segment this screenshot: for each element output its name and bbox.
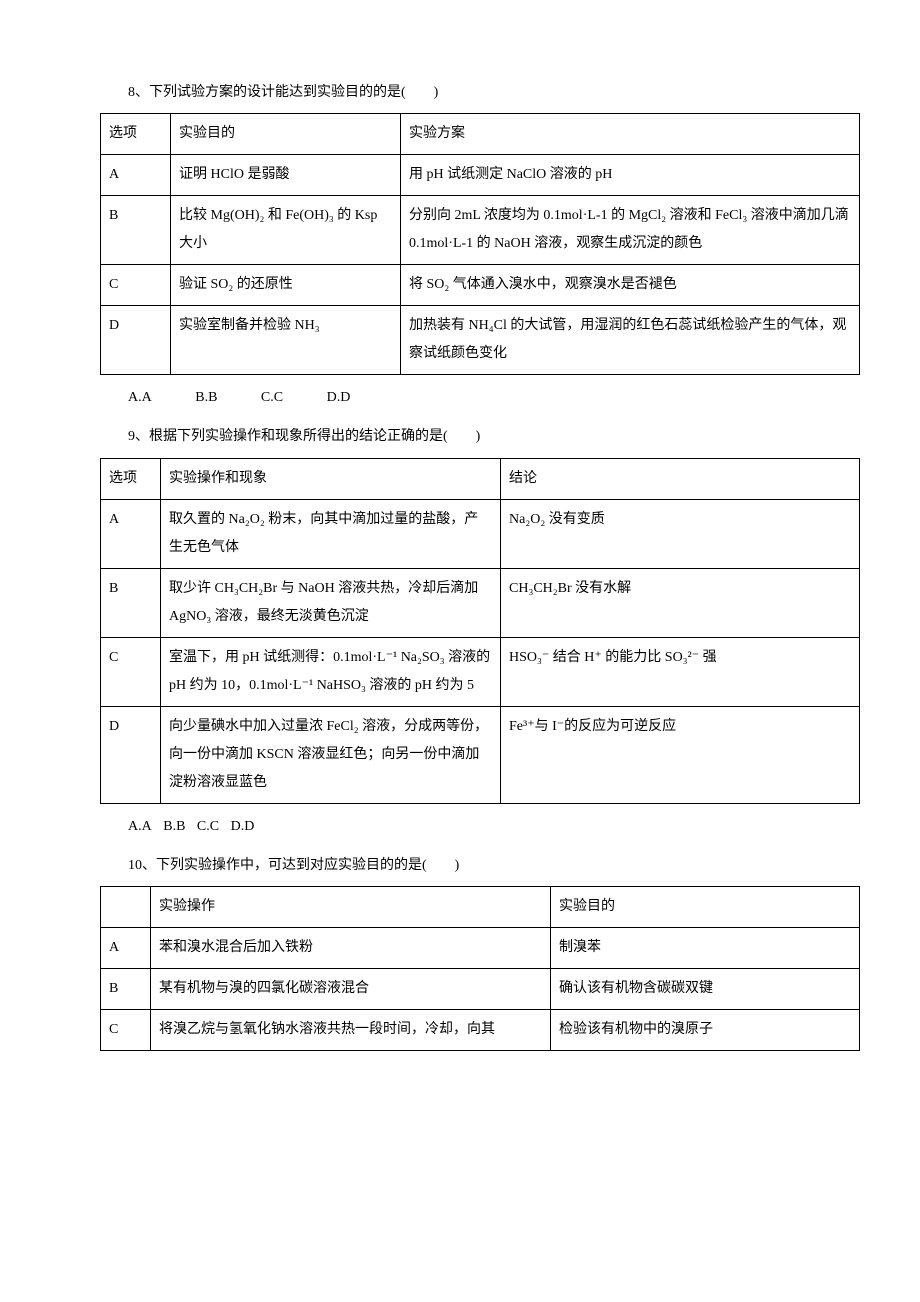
- q9-header-opt: 选项: [101, 458, 161, 499]
- cell-op: 将溴乙烷与氢氧化钠水溶液共热一段时间，冷却，向其: [151, 1009, 551, 1050]
- cell-conc: CH₃CH₂Br 没有水解: [501, 568, 860, 637]
- table-header-row: 选项 实验目的 实验方案: [101, 114, 860, 155]
- cell-opt: B: [101, 568, 161, 637]
- cell-opt: D: [101, 306, 171, 375]
- q8-table: 选项 实验目的 实验方案 A 证明 HClO 是弱酸 用 pH 试纸测定 NaC…: [100, 113, 860, 375]
- cell-opt: B: [101, 968, 151, 1009]
- q10-header-purpose: 实验目的: [551, 886, 860, 927]
- q9-header-conc: 结论: [501, 458, 860, 499]
- q9-opt-b: B.B: [163, 819, 185, 834]
- q9-table: 选项 实验操作和现象 结论 A 取久置的 Na₂O₂ 粉末，向其中滴加过量的盐酸…: [100, 458, 860, 804]
- cell-op: 取少许 CH₃CH₂Br 与 NaOH 溶液共热，冷却后滴加 AgNO₃ 溶液，…: [161, 568, 501, 637]
- q10-header-opt: [101, 886, 151, 927]
- cell-purpose: 验证 SO₂ 的还原性: [171, 265, 401, 306]
- q10-prompt: 10、下列实验操作中，可达到对应实验目的的是( ): [100, 853, 860, 878]
- q8-header-opt: 选项: [101, 114, 171, 155]
- table-row: D 实验室制备并检验 NH₃ 加热装有 NH₄Cl 的大试管，用湿润的红色石蕊试…: [101, 306, 860, 375]
- cell-op: 苯和溴水混合后加入铁粉: [151, 927, 551, 968]
- q8-header-plan: 实验方案: [401, 114, 860, 155]
- cell-op: 向少量碘水中加入过量浓 FeCl₂ 溶液，分成两等份，向一份中滴加 KSCN 溶…: [161, 706, 501, 803]
- q9-prompt: 9、根据下列实验操作和现象所得出的结论正确的是( ): [100, 424, 860, 449]
- q9-header-op: 实验操作和现象: [161, 458, 501, 499]
- table-header-row: 选项 实验操作和现象 结论: [101, 458, 860, 499]
- cell-purpose: 比较 Mg(OH)₂ 和 Fe(OH)₃ 的 Ksp 大小: [171, 196, 401, 265]
- cell-plan: 用 pH 试纸测定 NaClO 溶液的 pH: [401, 155, 860, 196]
- cell-opt: D: [101, 706, 161, 803]
- cell-purpose: 实验室制备并检验 NH₃: [171, 306, 401, 375]
- q8-options: A.A B.B C.C D.D: [100, 385, 860, 410]
- cell-purpose: 制溴苯: [551, 927, 860, 968]
- table-row: B 取少许 CH₃CH₂Br 与 NaOH 溶液共热，冷却后滴加 AgNO₃ 溶…: [101, 568, 860, 637]
- cell-opt: C: [101, 265, 171, 306]
- cell-opt: B: [101, 196, 171, 265]
- cell-opt: A: [101, 155, 171, 196]
- cell-opt: C: [101, 1009, 151, 1050]
- cell-op: 取久置的 Na₂O₂ 粉末，向其中滴加过量的盐酸，产生无色气体: [161, 499, 501, 568]
- cell-op: 某有机物与溴的四氯化碳溶液混合: [151, 968, 551, 1009]
- q8-header-purpose: 实验目的: [171, 114, 401, 155]
- table-row: C 验证 SO₂ 的还原性 将 SO₂ 气体通入溴水中，观察溴水是否褪色: [101, 265, 860, 306]
- q9-opt-c: C.C: [197, 819, 219, 834]
- cell-purpose: 证明 HClO 是弱酸: [171, 155, 401, 196]
- cell-purpose: 检验该有机物中的溴原子: [551, 1009, 860, 1050]
- q8-opt-d: D.D: [327, 390, 351, 405]
- cell-purpose: 确认该有机物含碳碳双键: [551, 968, 860, 1009]
- q10-table: 实验操作 实验目的 A 苯和溴水混合后加入铁粉 制溴苯 B 某有机物与溴的四氯化…: [100, 886, 860, 1051]
- q10-header-op: 实验操作: [151, 886, 551, 927]
- q8-opt-b: B.B: [195, 390, 217, 405]
- cell-conc: Fe³⁺与 I⁻的反应为可逆反应: [501, 706, 860, 803]
- table-header-row: 实验操作 实验目的: [101, 886, 860, 927]
- table-row: B 比较 Mg(OH)₂ 和 Fe(OH)₃ 的 Ksp 大小 分别向 2mL …: [101, 196, 860, 265]
- table-row: B 某有机物与溴的四氯化碳溶液混合 确认该有机物含碳碳双键: [101, 968, 860, 1009]
- cell-opt: C: [101, 637, 161, 706]
- cell-op: 室温下，用 pH 试纸测得：0.1mol·L⁻¹ Na₂SO₃ 溶液的 pH 约…: [161, 637, 501, 706]
- cell-opt: A: [101, 499, 161, 568]
- table-row: C 室温下，用 pH 试纸测得：0.1mol·L⁻¹ Na₂SO₃ 溶液的 pH…: [101, 637, 860, 706]
- table-row: A 苯和溴水混合后加入铁粉 制溴苯: [101, 927, 860, 968]
- q9-options: A.A B.B C.C D.D: [100, 814, 860, 839]
- cell-plan: 将 SO₂ 气体通入溴水中，观察溴水是否褪色: [401, 265, 860, 306]
- q9-opt-d: D.D: [231, 819, 255, 834]
- q8-opt-a: A.A: [128, 390, 152, 405]
- table-row: A 证明 HClO 是弱酸 用 pH 试纸测定 NaClO 溶液的 pH: [101, 155, 860, 196]
- q8-opt-c: C.C: [261, 390, 283, 405]
- q8-prompt: 8、下列试验方案的设计能达到实验目的的是( ): [100, 80, 860, 105]
- cell-conc: HSO₃⁻ 结合 H⁺ 的能力比 SO₃²⁻ 强: [501, 637, 860, 706]
- cell-conc: Na₂O₂ 没有变质: [501, 499, 860, 568]
- table-row: A 取久置的 Na₂O₂ 粉末，向其中滴加过量的盐酸，产生无色气体 Na₂O₂ …: [101, 499, 860, 568]
- table-row: D 向少量碘水中加入过量浓 FeCl₂ 溶液，分成两等份，向一份中滴加 KSCN…: [101, 706, 860, 803]
- cell-plan: 分别向 2mL 浓度均为 0.1mol·L-1 的 MgCl₂ 溶液和 FeCl…: [401, 196, 860, 265]
- table-row: C 将溴乙烷与氢氧化钠水溶液共热一段时间，冷却，向其 检验该有机物中的溴原子: [101, 1009, 860, 1050]
- q9-opt-a: A.A: [128, 819, 152, 834]
- cell-plan: 加热装有 NH₄Cl 的大试管，用湿润的红色石蕊试纸检验产生的气体，观察试纸颜色…: [401, 306, 860, 375]
- cell-opt: A: [101, 927, 151, 968]
